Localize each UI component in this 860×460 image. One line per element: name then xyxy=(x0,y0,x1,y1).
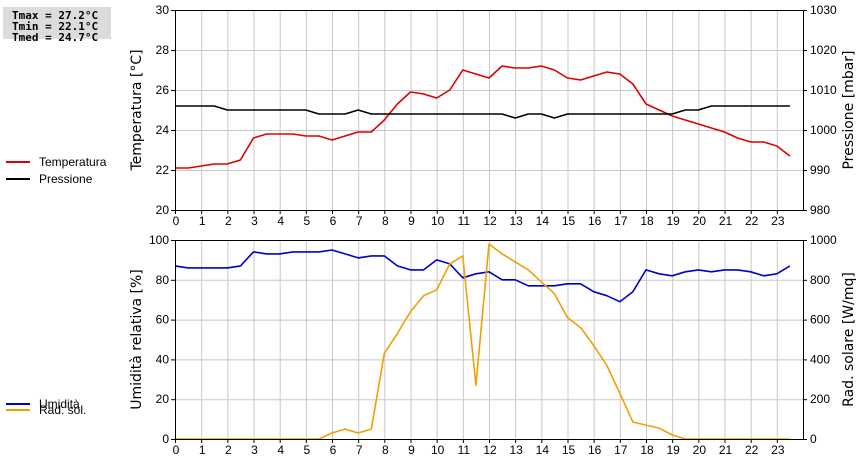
x-tick-label: 12 xyxy=(483,214,497,228)
x-tick-label: 20 xyxy=(693,214,707,228)
x-tick-label: 3 xyxy=(251,443,258,457)
y-tick-label-left: 80 xyxy=(156,273,170,287)
stats-box: Tmax = 27.2°C Tmin = 22.1°C Tmed = 24.7°… xyxy=(3,7,111,43)
x-tick-label: 15 xyxy=(562,214,576,228)
y-tick-label-right: 1000 xyxy=(810,123,837,137)
y-tick-label-right: 0 xyxy=(810,432,817,446)
x-tick-label: 4 xyxy=(277,214,284,228)
y-tick-label-left: 0 xyxy=(162,432,169,446)
x-tick-label: 9 xyxy=(408,214,415,228)
x-tick-label: 18 xyxy=(640,443,654,457)
y-tick-label-right: 980 xyxy=(810,203,830,217)
y-tick-label-right: 990 xyxy=(810,163,830,177)
y-tick-label-right: 1010 xyxy=(810,83,837,97)
x-tick-label: 23 xyxy=(771,214,785,228)
x-tick-label: 8 xyxy=(382,443,389,457)
y-tick-label-left: 26 xyxy=(156,83,170,97)
y-tick-label-left: 100 xyxy=(149,233,169,247)
x-tick-label: 0 xyxy=(173,443,180,457)
x-tick-label: 16 xyxy=(588,443,602,457)
x-tick-label: 1 xyxy=(199,214,206,228)
y-axis-title-right: Pressione [mbar] xyxy=(841,50,857,169)
legend-label-temperature: Temperatura xyxy=(39,155,107,169)
x-tick-label: 14 xyxy=(536,443,550,457)
x-tick-label: 17 xyxy=(614,443,628,457)
series-line-pressure xyxy=(175,105,790,119)
y-tick-label-left: 60 xyxy=(156,313,170,327)
x-tick-label: 16 xyxy=(588,214,602,228)
y-tick-label-right: 400 xyxy=(810,352,830,366)
y-tick-label-right: 1020 xyxy=(810,43,837,57)
y-axis-title-left: Umidità relativa [%] xyxy=(129,269,145,410)
x-tick-label: 5 xyxy=(303,443,310,457)
x-tick-label: 19 xyxy=(666,443,680,457)
y-tick-label-left: 24 xyxy=(156,123,170,137)
y-axis-title-right: Rad. solare [W/mq] xyxy=(841,272,857,407)
x-tick-label: 20 xyxy=(693,443,707,457)
y-tick-label-right: 1000 xyxy=(810,233,837,247)
x-tick-label: 9 xyxy=(408,443,415,457)
x-tick-label: 2 xyxy=(225,214,232,228)
legend-swatch-pressure xyxy=(6,178,30,180)
x-tick-label: 12 xyxy=(483,443,497,457)
legend-label-pressure: Pressione xyxy=(39,172,93,186)
series-line-temperature xyxy=(175,65,791,169)
x-tick-label: 18 xyxy=(640,214,654,228)
x-tick-label: 11 xyxy=(458,443,471,457)
x-tick-label: 21 xyxy=(719,443,733,457)
plot-frame xyxy=(175,10,804,211)
x-tick-label: 0 xyxy=(173,214,180,228)
x-tick-label: 1 xyxy=(199,443,206,457)
y-tick-label-left: 30 xyxy=(156,3,170,17)
x-tick-label: 7 xyxy=(356,214,363,228)
y-tick-label-left: 20 xyxy=(156,392,170,406)
x-tick-label: 13 xyxy=(509,443,523,457)
x-tick-label: 7 xyxy=(356,443,363,457)
x-tick-label: 23 xyxy=(771,443,785,457)
y-axis-title-left: Temperatura [°C] xyxy=(129,49,145,171)
x-tick-label: 2 xyxy=(225,443,232,457)
x-tick-label: 17 xyxy=(614,214,628,228)
x-tick-label: 14 xyxy=(536,214,550,228)
x-tick-label: 22 xyxy=(745,214,759,228)
series-line-radiation xyxy=(175,243,790,440)
legend-swatch-temperature xyxy=(6,161,30,163)
series-line-humidity xyxy=(174,249,791,303)
x-tick-label: 21 xyxy=(719,214,733,228)
x-tick-label: 19 xyxy=(666,214,680,228)
y-tick-label-left: 28 xyxy=(156,43,170,57)
y-tick-label-right: 600 xyxy=(810,313,830,327)
x-tick-label: 22 xyxy=(745,443,759,457)
x-tick-label: 13 xyxy=(509,214,523,228)
tmed-label: Tmed = 24.7°C xyxy=(12,31,99,44)
y-tick-label-right: 800 xyxy=(810,273,830,287)
tmin-label: Tmin = 22.1°C xyxy=(12,20,99,33)
x-tick-label: 8 xyxy=(382,214,389,228)
y-tick-label-left: 20 xyxy=(156,203,170,217)
x-tick-label: 4 xyxy=(277,443,284,457)
x-tick-label: 15 xyxy=(562,443,576,457)
y-tick-label-right: 1030 xyxy=(810,3,837,17)
legend-swatch-radiation xyxy=(6,409,30,411)
legend-swatch-humidity xyxy=(6,403,30,405)
x-tick-label: 10 xyxy=(431,443,445,457)
legend-label-humidity: Umidità xyxy=(39,397,80,411)
x-tick-label: 3 xyxy=(251,214,258,228)
plot-frame xyxy=(175,240,804,440)
x-tick-label: 11 xyxy=(458,214,471,228)
y-tick-label-left: 40 xyxy=(156,352,170,366)
x-tick-label: 6 xyxy=(330,214,337,228)
y-tick-label-left: 22 xyxy=(156,163,170,177)
x-tick-label: 5 xyxy=(303,214,310,228)
y-tick-label-right: 200 xyxy=(810,392,830,406)
tmax-label: Tmax = 27.2°C xyxy=(12,9,99,22)
x-tick-label: 10 xyxy=(431,214,445,228)
legend-label-radiation: Rad. sol. xyxy=(39,403,87,417)
x-tick-label: 6 xyxy=(330,443,337,457)
